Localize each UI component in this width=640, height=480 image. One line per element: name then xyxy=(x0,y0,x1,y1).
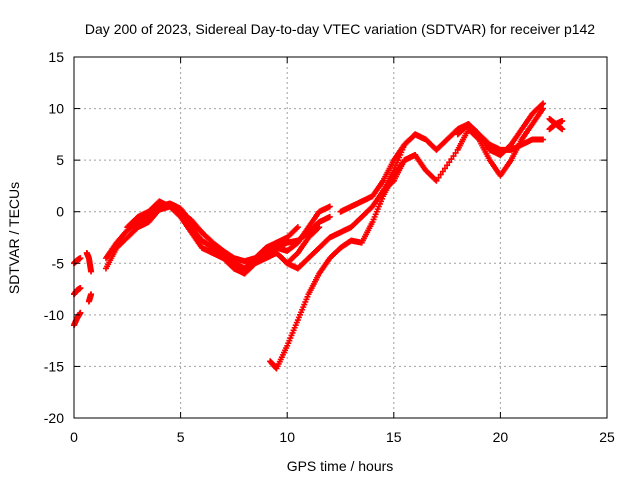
x-tick-label: 15 xyxy=(386,429,402,445)
y-tick-label: -20 xyxy=(44,410,64,426)
ticks: 0 5 10 15 20 25 -20 -15 -10 -5 0 5 10 15 xyxy=(44,49,615,445)
series-early-left-c xyxy=(71,309,84,329)
data-point xyxy=(439,168,446,175)
data-point xyxy=(446,159,453,166)
data-point xyxy=(435,174,442,181)
y-axis-label: SDTVAR / TECUs xyxy=(6,182,22,294)
data-point xyxy=(326,203,333,210)
series-late-e xyxy=(546,121,566,133)
y-tick-label: -5 xyxy=(52,255,65,271)
data-point xyxy=(448,156,455,163)
x-tick-label: 25 xyxy=(599,429,615,445)
y-tick-label: 10 xyxy=(48,101,64,117)
data-point xyxy=(88,291,95,298)
series-late-c xyxy=(454,121,547,153)
data-point xyxy=(540,105,547,112)
x-tick-label: 20 xyxy=(493,429,509,445)
data-point xyxy=(294,224,301,231)
data-point xyxy=(475,135,482,142)
data-point xyxy=(540,100,547,107)
data-point xyxy=(433,177,440,184)
series-early-left-d xyxy=(83,249,95,275)
series-early-left-e xyxy=(85,291,95,305)
grid xyxy=(74,57,607,418)
data-point xyxy=(450,153,457,160)
data-point xyxy=(452,149,459,156)
x-tick-label: 10 xyxy=(279,429,295,445)
data-points xyxy=(71,100,566,372)
y-tick-label: 15 xyxy=(48,49,64,65)
data-point xyxy=(540,136,547,143)
data-point xyxy=(315,225,322,232)
series-late-d xyxy=(546,115,566,128)
series-early-left-a xyxy=(71,255,84,267)
series-arc-4 xyxy=(177,208,301,272)
data-point xyxy=(77,309,84,316)
data-point xyxy=(293,225,300,232)
chart-title: Day 200 of 2023, Sidereal Day-to-day VTE… xyxy=(85,21,595,37)
plot-frame xyxy=(73,56,608,419)
data-point xyxy=(437,171,444,178)
data-point xyxy=(538,101,545,108)
data-point xyxy=(326,213,333,220)
data-point xyxy=(77,255,84,262)
data-point xyxy=(432,176,439,183)
data-point xyxy=(88,268,95,275)
y-tick-label: -15 xyxy=(44,358,64,374)
data-point xyxy=(559,117,566,124)
x-tick-label: 0 xyxy=(70,429,78,445)
y-tick-label: -10 xyxy=(44,307,64,323)
x-tick-label: 5 xyxy=(177,429,185,445)
data-point xyxy=(441,165,448,172)
y-tick-label: 5 xyxy=(56,152,64,168)
data-point xyxy=(316,224,323,231)
series-mid-rise xyxy=(337,131,429,215)
series-early-left-b xyxy=(71,285,84,298)
y-tick-label: 0 xyxy=(56,204,64,220)
x-axis-label: GPS time / hours xyxy=(287,458,394,474)
data-point xyxy=(444,162,451,169)
data-point xyxy=(77,285,84,292)
series-arc-3 xyxy=(124,198,323,277)
data-point xyxy=(559,126,566,133)
